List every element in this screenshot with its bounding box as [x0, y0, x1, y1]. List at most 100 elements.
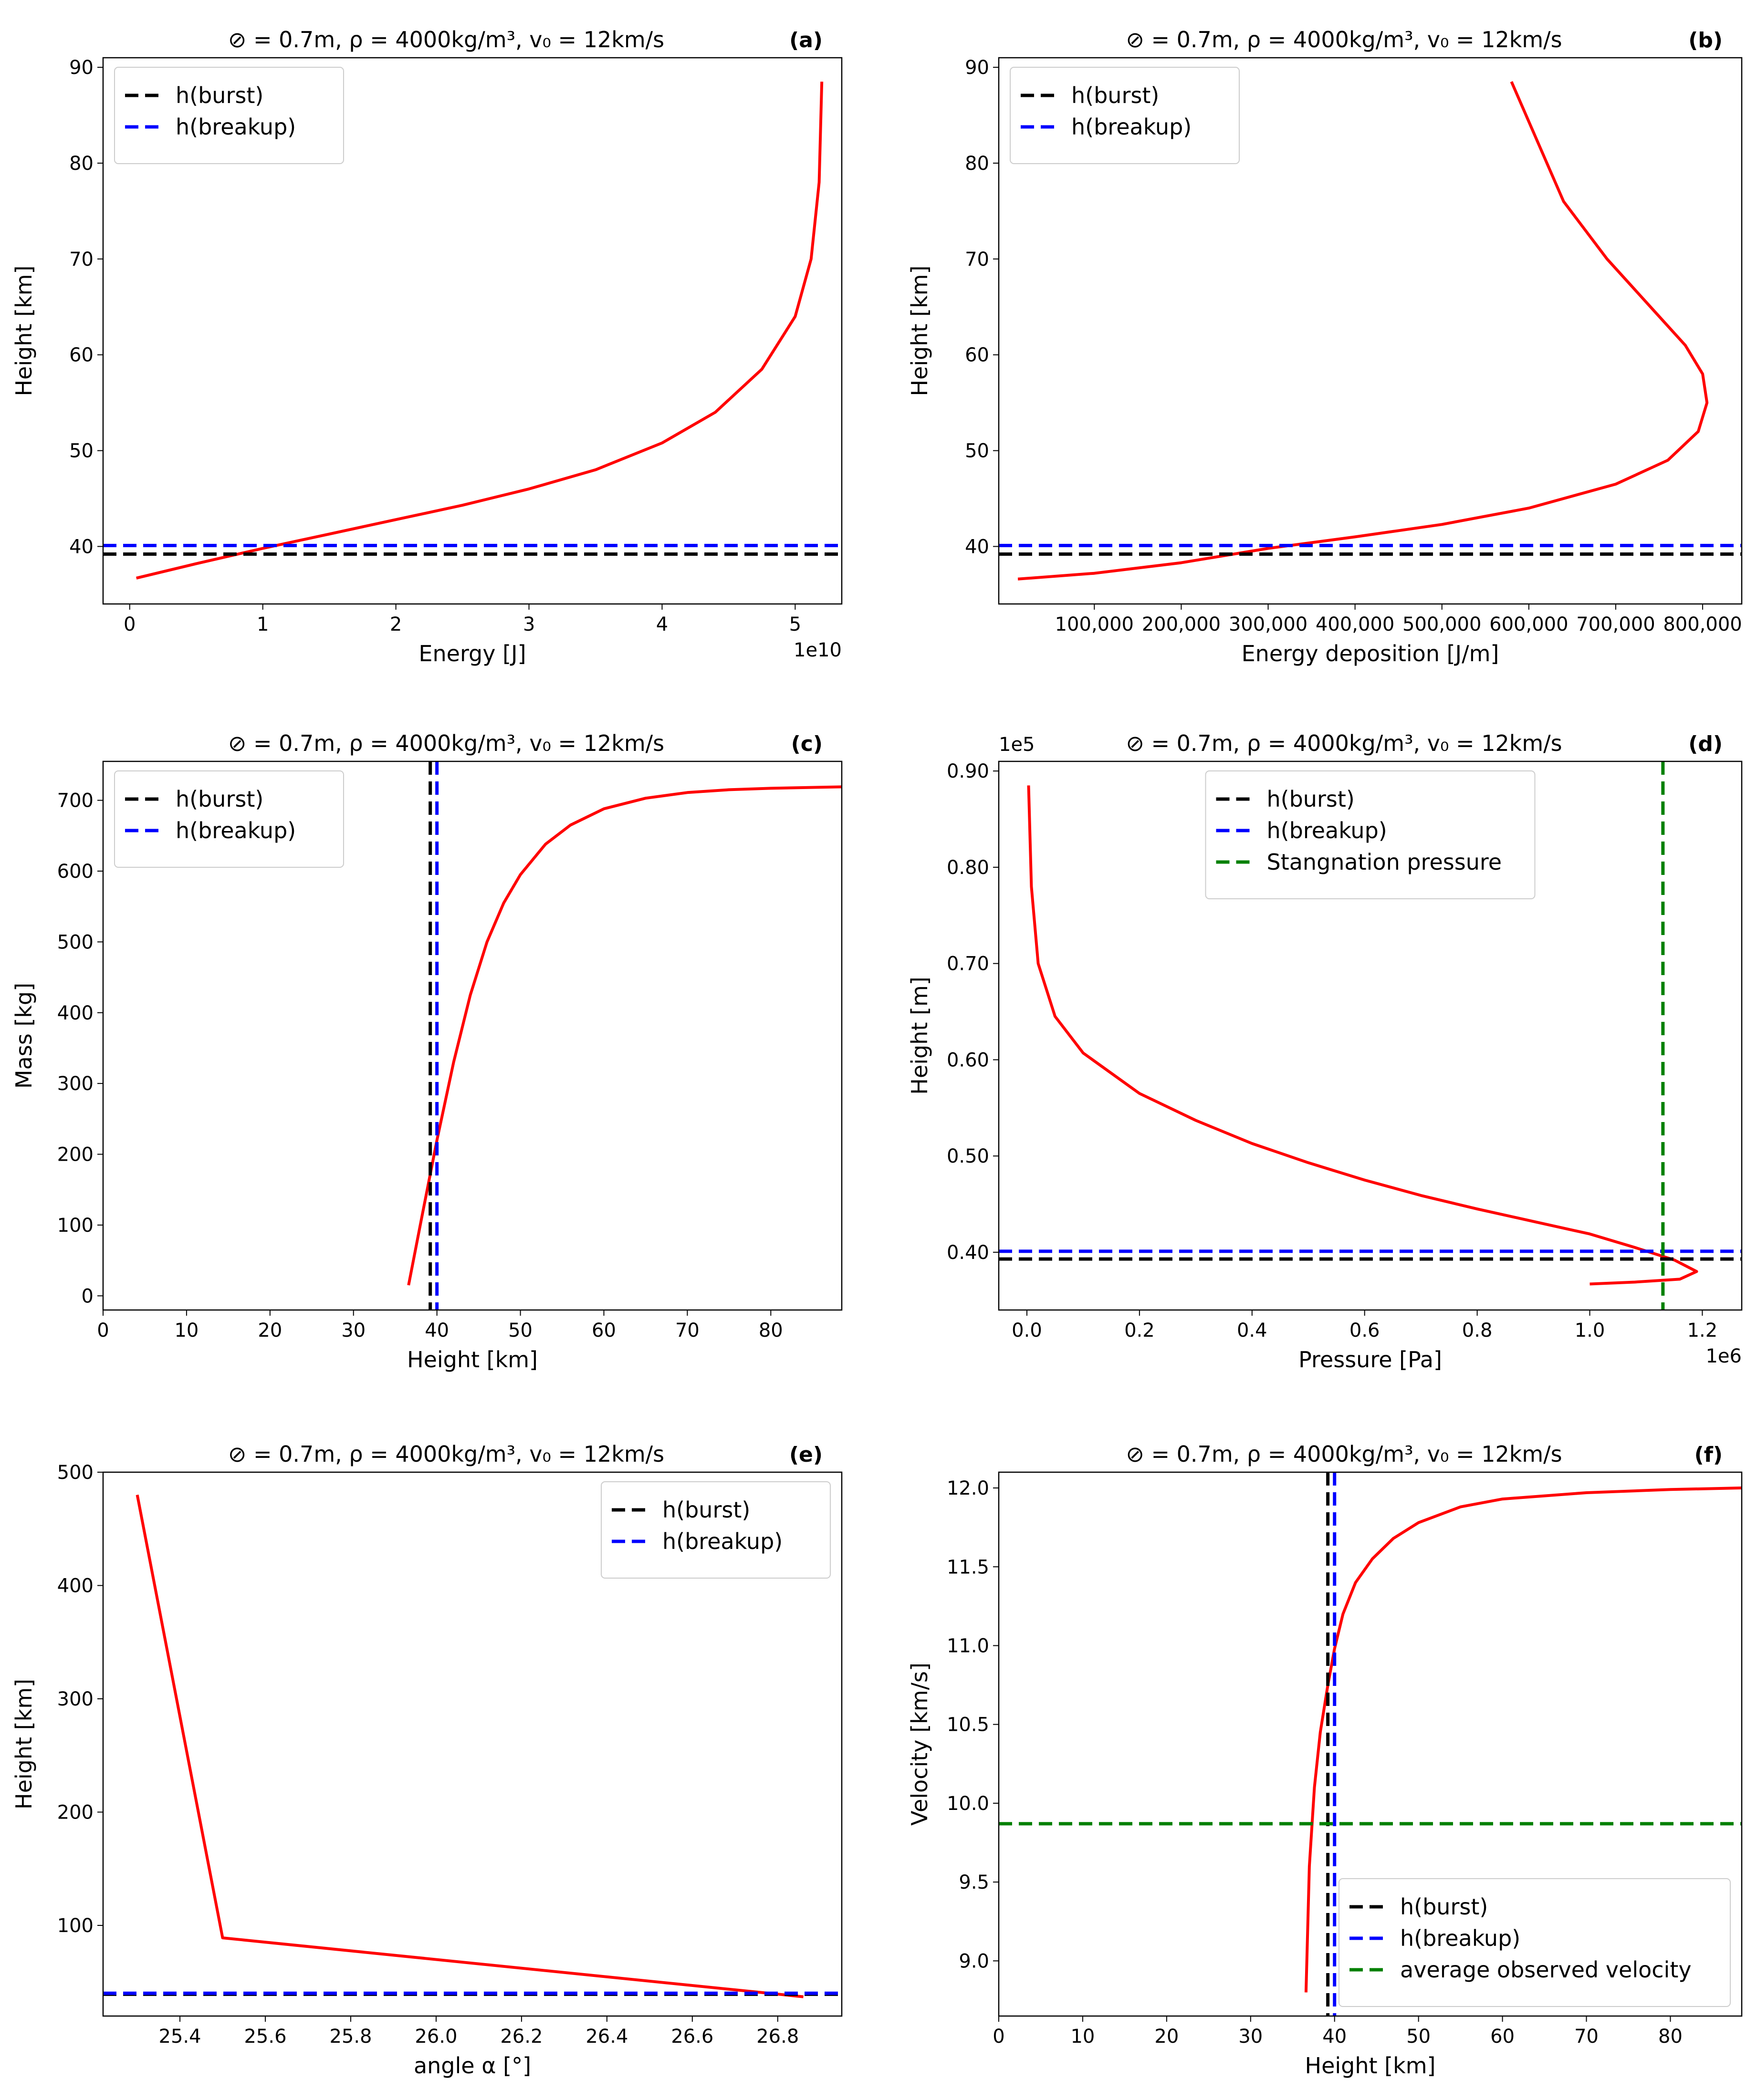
y-axis-label: Height [km]: [11, 1679, 37, 1809]
x-tick-label: 25.8: [329, 2026, 372, 2048]
series-line-trajectory: [1304, 1487, 1742, 1993]
x-tick-label: 100,000: [1055, 613, 1134, 635]
series-line-trajectory: [136, 1494, 804, 1998]
x-axis-label: Pressure [Pa]: [1298, 1347, 1442, 1372]
y-tick-label: 0.70: [947, 953, 989, 975]
legend-box: [601, 1481, 831, 1579]
y-tick-label: 60: [69, 344, 94, 366]
x-tick-label: 10: [174, 1320, 199, 1341]
x-tick-label: 400,000: [1316, 613, 1394, 635]
axes-frame: [102, 57, 843, 605]
y-tick-label: 90: [69, 57, 94, 79]
y-tick-label: 70: [69, 249, 94, 270]
y-tick-label: 60: [965, 344, 989, 366]
chart-title: ⊘ = 0.7m, ρ = 4000kg/m³, v₀ = 12km/s: [1126, 27, 1562, 52]
chart-panel-b: ⊘ = 0.7m, ρ = 4000kg/m³, v₀ = 12km/s (b) 1…: [907, 27, 1743, 666]
x-tick-label: 60: [1490, 2026, 1515, 2048]
y-tick-label: 300: [57, 1073, 94, 1095]
x-tick-label: 700,000: [1576, 613, 1655, 635]
legend: h(burst) h(breakup): [114, 67, 344, 164]
x-tick-label: 26.6: [671, 2026, 713, 2048]
chart-panel-a: ⊘ = 0.7m, ρ = 4000kg/m³, v₀ = 12km/s (a) 0…: [11, 27, 843, 666]
y-tick-label: 40: [965, 536, 989, 558]
x-tick-label: 10: [1070, 2026, 1095, 2048]
series-line-trajectory: [1027, 785, 1698, 1286]
x-tick-label: 25.6: [244, 2026, 286, 2048]
y-axis-label: Height [m]: [907, 977, 932, 1094]
legend: h(burst) h(breakup) average observed veloc…: [1339, 1878, 1731, 2007]
axes-frame: [998, 760, 1743, 1311]
y-tick-label: 0.60: [947, 1049, 989, 1071]
x-tick-label: 600,000: [1489, 613, 1568, 635]
axes-frame: [998, 1471, 1743, 2017]
y-axis-label: Mass [kg]: [11, 983, 37, 1089]
legend-label-h-burst: h(burst): [662, 1497, 750, 1523]
y-tick-label: 12.0: [947, 1477, 989, 1499]
panel-label: (c): [791, 732, 823, 756]
x-tick-label: 30: [1238, 2026, 1263, 2048]
y-tick-label: 11.5: [947, 1556, 989, 1578]
legend-label-h-burst: h(burst): [176, 786, 263, 812]
chart-panel-e: ⊘ = 0.7m, ρ = 4000kg/m³, v₀ = 12km/s (e) 2…: [11, 1441, 843, 2079]
x-axis-label: Height [km]: [1305, 2053, 1435, 2079]
legend-label-h-burst: h(burst): [1267, 786, 1355, 812]
y-tick-label: 500: [57, 1462, 94, 1484]
x-tick-label: 20: [258, 1320, 282, 1341]
legend-label-average-observed-velocity: average observed velocity: [1400, 1957, 1692, 1983]
chart-title: ⊘ = 0.7m, ρ = 4000kg/m³, v₀ = 12km/s: [228, 1441, 664, 1467]
x-tick-label: 50: [1406, 2026, 1431, 2048]
legend-label-h-breakup: h(breakup): [662, 1528, 783, 1554]
panel-label: (e): [789, 1443, 823, 1467]
x-offset-label: 1e10: [794, 639, 842, 661]
y-tick-label: 0.50: [947, 1145, 989, 1167]
x-tick-label: 26.2: [500, 2026, 543, 2048]
y-tick-label: 300: [57, 1688, 94, 1710]
y-tick-label: 70: [965, 249, 989, 270]
y-axis-label: Height [km]: [907, 265, 932, 396]
y-axis-label: Height [km]: [11, 265, 37, 396]
chart-panel-d: ⊘ = 0.7m, ρ = 4000kg/m³, v₀ = 12km/s (d) 0…: [907, 730, 1743, 1372]
plot-area: [103, 82, 842, 580]
y-tick-label: 100: [57, 1215, 94, 1237]
legend: h(burst) h(breakup): [114, 770, 344, 868]
legend-label-stangnation-pressure: Stangnation pressure: [1267, 849, 1502, 875]
x-axis-label: Energy deposition [J/m]: [1242, 641, 1499, 666]
x-tick-label: 0.2: [1124, 1320, 1155, 1341]
x-tick-label: 26.0: [415, 2026, 457, 2048]
panel-label: (d): [1688, 732, 1723, 756]
plot-area: [999, 761, 1742, 1310]
legend-box: [1205, 770, 1536, 899]
series-line-trajectory: [136, 82, 824, 580]
legend-label-h-burst: h(burst): [1400, 1894, 1488, 1920]
x-tick-label: 0.4: [1237, 1320, 1267, 1341]
legend-box: [114, 67, 344, 164]
chart-title: ⊘ = 0.7m, ρ = 4000kg/m³, v₀ = 12km/s: [228, 730, 664, 756]
x-tick-label: 80: [759, 1320, 783, 1341]
y-tick-label: 400: [57, 1575, 94, 1597]
x-tick-label: 800,000: [1663, 613, 1742, 635]
y-tick-label: 600: [57, 861, 94, 883]
chart-title: ⊘ = 0.7m, ρ = 4000kg/m³, v₀ = 12km/s: [1126, 1441, 1562, 1467]
y-tick-label: 700: [57, 790, 94, 812]
x-axis-label: angle α [°]: [414, 2053, 531, 2079]
legend: h(burst) h(breakup) Stangnation pressure: [1205, 770, 1536, 899]
x-offset-label: 1e6: [1705, 1345, 1742, 1367]
x-tick-label: 26.4: [586, 2026, 628, 2048]
x-tick-label: 0.0: [1012, 1320, 1042, 1341]
series-line-trajectory: [1017, 81, 1709, 581]
plot-area: [999, 1472, 1742, 2016]
y-tick-label: 40: [69, 536, 94, 558]
legend-label-h-breakup: h(breakup): [1400, 1925, 1520, 1951]
x-tick-label: 60: [592, 1320, 616, 1341]
y-tick-label: 80: [69, 153, 94, 175]
y-axis-label: Velocity [km/s]: [907, 1663, 932, 1826]
legend-label-h-breakup: h(breakup): [1071, 114, 1192, 140]
x-tick-label: 0: [97, 1320, 109, 1341]
legend-label-h-breakup: h(breakup): [1267, 818, 1387, 843]
x-tick-label: 26.8: [756, 2026, 799, 2048]
x-axis-label: Energy [J]: [418, 641, 526, 666]
y-tick-label: 200: [57, 1802, 94, 1824]
x-tick-label: 20: [1154, 2026, 1179, 2048]
series-line-trajectory: [407, 785, 842, 1286]
